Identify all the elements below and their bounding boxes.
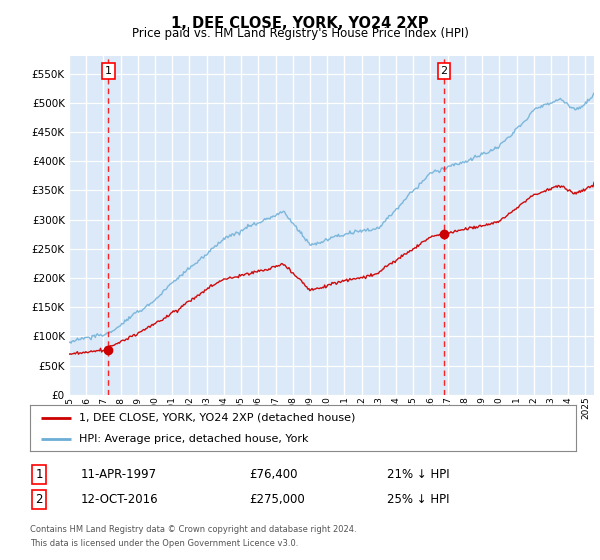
Text: 1, DEE CLOSE, YORK, YO24 2XP: 1, DEE CLOSE, YORK, YO24 2XP [171,16,429,31]
Text: 1: 1 [105,66,112,76]
Text: 1: 1 [35,468,43,481]
Text: HPI: Average price, detached house, York: HPI: Average price, detached house, York [79,435,308,444]
Text: £76,400: £76,400 [249,468,298,481]
Text: 25% ↓ HPI: 25% ↓ HPI [387,493,449,506]
Text: 1, DEE CLOSE, YORK, YO24 2XP (detached house): 1, DEE CLOSE, YORK, YO24 2XP (detached h… [79,413,356,423]
Text: Contains HM Land Registry data © Crown copyright and database right 2024.: Contains HM Land Registry data © Crown c… [30,525,356,534]
Text: 21% ↓ HPI: 21% ↓ HPI [387,468,449,481]
Text: Price paid vs. HM Land Registry's House Price Index (HPI): Price paid vs. HM Land Registry's House … [131,27,469,40]
Text: This data is licensed under the Open Government Licence v3.0.: This data is licensed under the Open Gov… [30,539,298,548]
Text: £275,000: £275,000 [249,493,305,506]
Text: 2: 2 [35,493,43,506]
Text: 12-OCT-2016: 12-OCT-2016 [81,493,158,506]
Text: 2: 2 [440,66,448,76]
Text: 11-APR-1997: 11-APR-1997 [81,468,157,481]
